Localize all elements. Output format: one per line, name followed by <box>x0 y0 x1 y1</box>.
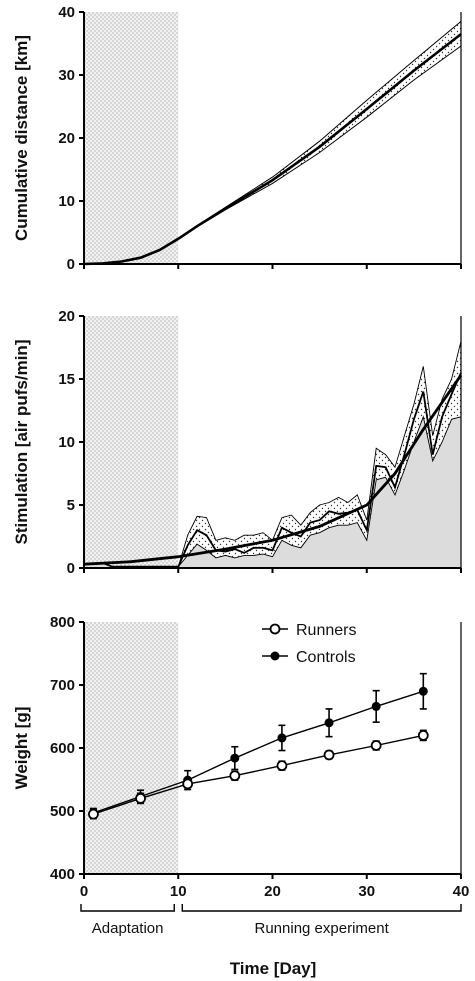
x-tick-label: 0 <box>80 883 88 900</box>
controls-point <box>324 718 334 728</box>
legend-controls-label: Controls <box>296 649 356 666</box>
y-tick-label: 5 <box>67 497 75 514</box>
runners-point <box>417 730 429 741</box>
y-tick-label: 400 <box>50 866 75 883</box>
y-axis-label: Stimulation [air pufs/min] <box>12 340 31 545</box>
controls-line <box>93 690 424 814</box>
controls-point <box>418 686 428 696</box>
stimulation-upper-line <box>93 341 462 568</box>
controls-point <box>371 701 381 711</box>
adaptation-shading <box>84 316 179 568</box>
runners-point <box>323 749 335 761</box>
legend: Runners Controls <box>262 622 356 666</box>
y-tick-label: 20 <box>58 308 75 325</box>
distance-panel: 0 10 20 30 40 Cumulative distance [km] <box>12 4 462 273</box>
weight-panel: 400 500 600 700 800 Weight [g] <box>12 614 462 883</box>
y-tick-label: 30 <box>58 67 75 84</box>
phase-label: Adaptation <box>92 920 164 937</box>
y-tick-label: 0 <box>67 256 75 273</box>
y-tick-label: 600 <box>50 740 75 757</box>
y-tick-label: 15 <box>58 371 75 388</box>
legend-controls-marker <box>270 651 280 661</box>
y-tick-label: 10 <box>58 434 75 451</box>
stimulation-lower-line <box>93 415 462 568</box>
phase-bracket-adaptation <box>80 904 175 912</box>
x-tick-label: 20 <box>264 883 281 900</box>
y-tick-label: 0 <box>67 560 75 577</box>
y-tick-label: 40 <box>58 4 75 21</box>
controls-point <box>277 733 287 743</box>
stimulation-trend-line <box>83 374 463 566</box>
x-axis-label: Time [Day] <box>230 959 317 978</box>
controls-point <box>230 753 240 763</box>
stimulation-mean-line <box>93 372 462 568</box>
x-axis: 0 10 20 30 40 Adaptation Running experiment <box>80 883 470 937</box>
y-tick-label: 800 <box>50 614 75 631</box>
stimulation-lower-area <box>93 416 462 568</box>
y-tick-label: 20 <box>58 130 75 147</box>
legend-runners-marker <box>269 623 281 635</box>
legend-runners-label: Runners <box>296 622 356 639</box>
phase-bracket-running-experiment <box>181 904 462 912</box>
y-tick-label: 500 <box>50 803 75 820</box>
runners-point <box>276 760 288 772</box>
y-axis-label: Weight [g] <box>12 707 31 790</box>
y-tick-label: 700 <box>50 677 75 694</box>
distance-mean-line <box>83 33 462 266</box>
runners-point <box>135 793 146 804</box>
adaptation-shading <box>84 622 179 874</box>
runners-line <box>93 734 424 815</box>
x-tick-label: 10 <box>170 883 187 900</box>
x-tick-label: 40 <box>453 883 470 900</box>
y-axis-label: Cumulative distance [km] <box>12 35 31 241</box>
phase-label: Running experiment <box>255 920 390 937</box>
runners-point <box>88 808 99 820</box>
runners-point <box>370 740 382 751</box>
stimulation-panel: 0 5 10 15 20 Stimulation [air pufs/min] <box>12 308 463 577</box>
x-tick-label: 30 <box>358 883 375 900</box>
runners-point <box>229 770 241 782</box>
adaptation-shading <box>84 12 179 264</box>
y-tick-label: 10 <box>58 193 75 210</box>
runners-point <box>182 778 194 790</box>
